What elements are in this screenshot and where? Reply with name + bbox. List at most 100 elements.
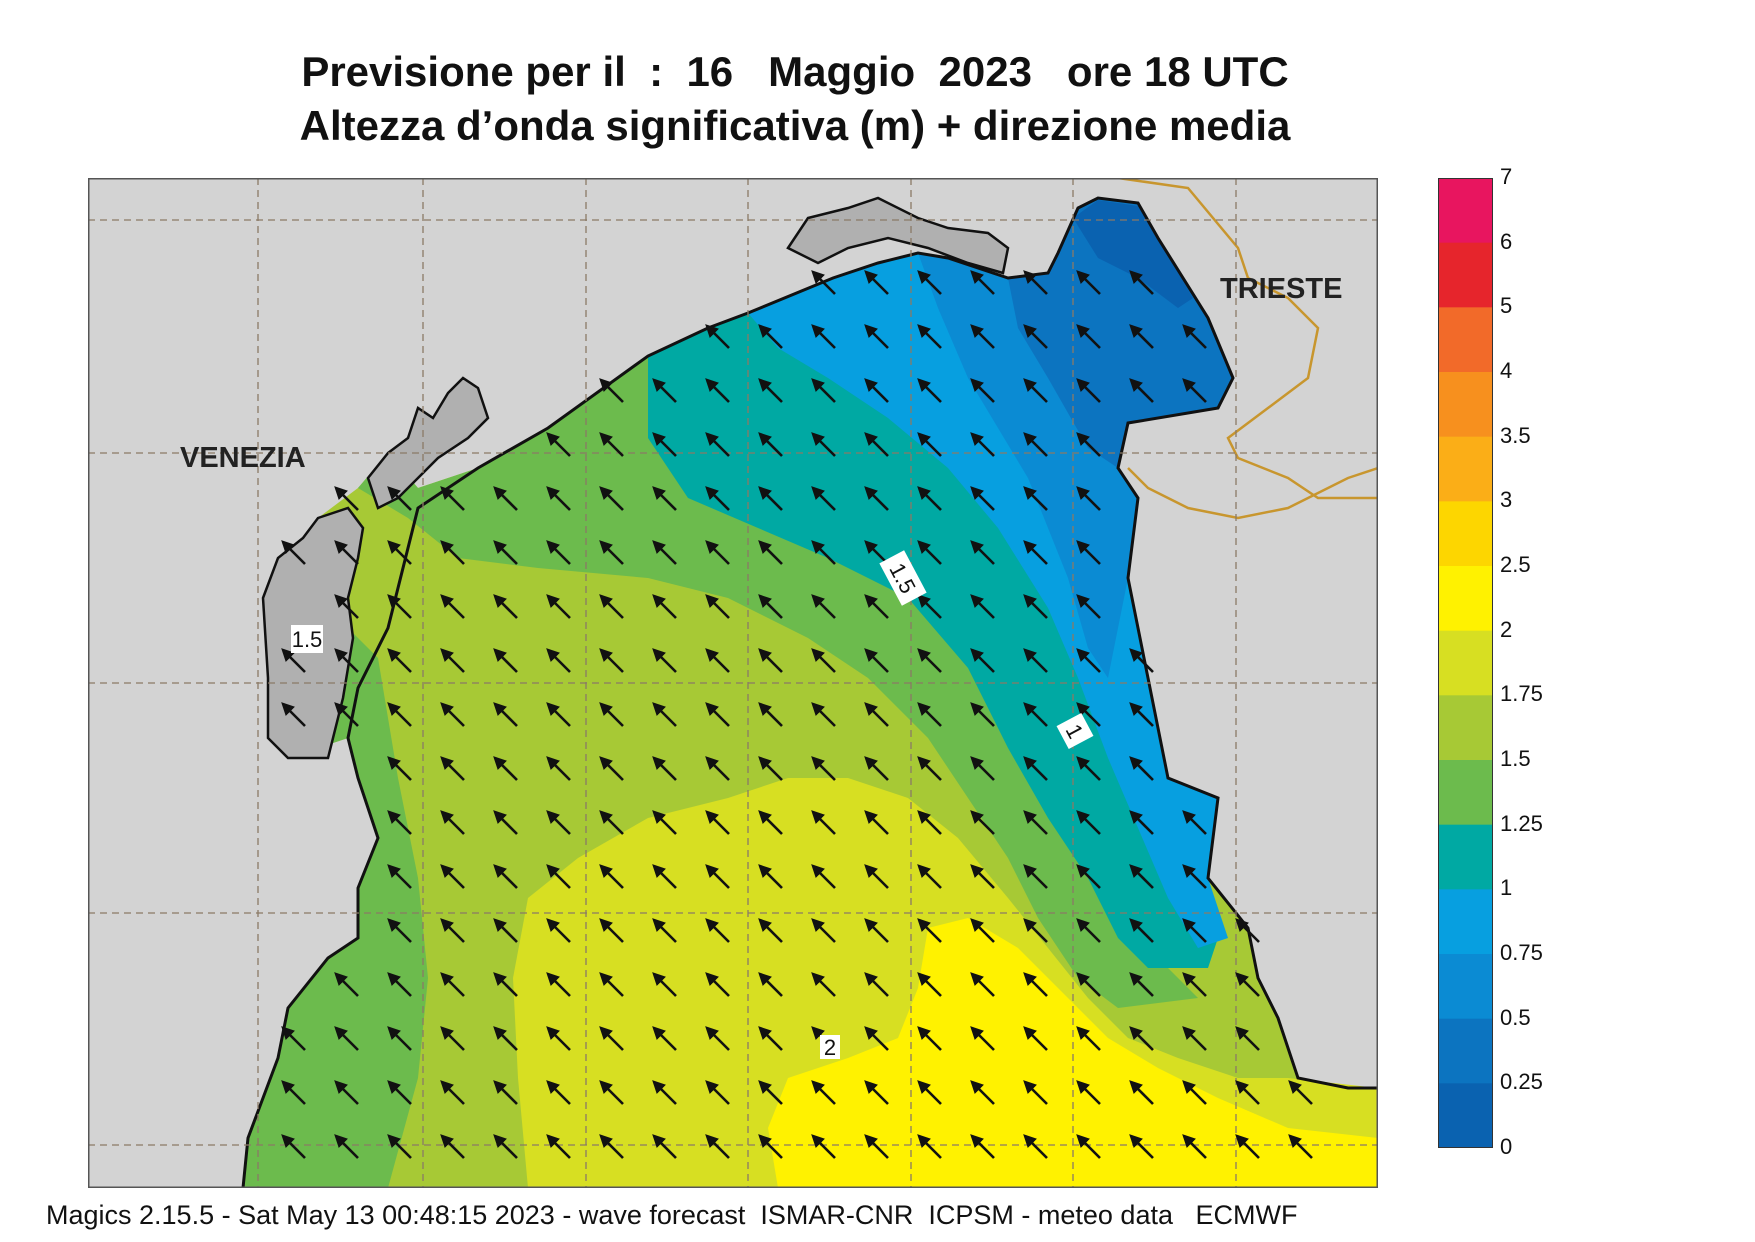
wave-arrow	[440, 594, 465, 619]
wave-arrow	[440, 810, 465, 835]
wave-arrow	[970, 648, 995, 673]
wave-arrow	[758, 972, 783, 997]
wave-arrow	[387, 918, 412, 943]
wave-arrow	[811, 270, 836, 295]
wave-arrow	[758, 756, 783, 781]
wave-arrow	[599, 378, 624, 403]
wave-arrow	[864, 864, 889, 889]
wave-arrow	[493, 540, 518, 565]
wave-arrow	[970, 864, 995, 889]
wave-arrow	[440, 702, 465, 727]
wave-arrow	[440, 540, 465, 565]
wave-arrow	[1076, 432, 1101, 457]
wave-arrow	[546, 918, 571, 943]
contour-label-2: 2	[824, 1035, 836, 1060]
wave-arrow	[1129, 648, 1154, 673]
wave-arrow	[1076, 540, 1101, 565]
wave-arrow	[599, 540, 624, 565]
wave-arrow	[1129, 378, 1154, 403]
wave-arrow	[1023, 1134, 1048, 1159]
wave-arrow	[970, 432, 995, 457]
wave-arrow	[493, 972, 518, 997]
wave-arrow	[652, 810, 677, 835]
legend-swatch	[1438, 372, 1493, 438]
wave-arrow	[599, 1080, 624, 1105]
wave-arrow	[758, 324, 783, 349]
wave-arrow	[864, 540, 889, 565]
legend-tick-label: 0.25	[1500, 1069, 1543, 1095]
wave-arrow	[970, 540, 995, 565]
wave-arrow	[811, 1080, 836, 1105]
wave-arrow	[652, 918, 677, 943]
wave-arrow	[652, 594, 677, 619]
legend-swatch	[1438, 954, 1493, 1020]
wave-arrow	[493, 918, 518, 943]
wave-arrow	[705, 1080, 730, 1105]
wave-arrow	[1023, 1026, 1048, 1051]
border-line	[1117, 178, 1378, 520]
wave-arrow	[387, 702, 412, 727]
wave-arrow	[1129, 702, 1154, 727]
wave-arrow	[917, 864, 942, 889]
wave-arrow	[440, 972, 465, 997]
wave-arrow	[440, 864, 465, 889]
wave-arrow	[334, 486, 359, 511]
wave-arrow	[811, 756, 836, 781]
wave-arrow	[652, 378, 677, 403]
wave-arrow	[652, 702, 677, 727]
wave-arrow	[864, 378, 889, 403]
wave-arrow	[440, 1080, 465, 1105]
wave-arrow	[811, 594, 836, 619]
wave-arrow	[864, 270, 889, 295]
wave-arrow	[1129, 1134, 1154, 1159]
wave-arrow	[1023, 378, 1048, 403]
wave-arrow	[1182, 1026, 1207, 1051]
legend-tick-label: 6	[1500, 228, 1513, 254]
wave-arrow	[864, 486, 889, 511]
wave-arrow	[1129, 864, 1154, 889]
wave-arrow	[864, 432, 889, 457]
wave-arrow	[1129, 1080, 1154, 1105]
legend-tick-label: 2.5	[1500, 552, 1531, 577]
wave-arrow	[811, 972, 836, 997]
wave-arrow	[705, 864, 730, 889]
north-lagoon	[786, 196, 1010, 275]
wave-arrow	[1129, 918, 1154, 943]
wave-arrow	[864, 1134, 889, 1159]
wave-arrow	[440, 486, 465, 511]
legend-tick-label: 0.5	[1500, 1004, 1531, 1030]
wave-arrow	[1023, 1080, 1048, 1105]
wave-arrow	[334, 972, 359, 997]
wave-arrow	[917, 1080, 942, 1105]
place-label-trieste: TRIESTE	[1220, 273, 1342, 305]
wave-arrow	[1235, 1134, 1260, 1159]
legend-swatch	[1438, 695, 1493, 761]
wave-arrow	[917, 324, 942, 349]
legend-swatch	[1438, 1083, 1493, 1148]
wave-arrow	[917, 648, 942, 673]
wave-arrow	[917, 486, 942, 511]
wave-arrow	[917, 594, 942, 619]
wave-arrow	[917, 756, 942, 781]
wave-arrow	[1023, 594, 1048, 619]
wave-arrow	[705, 594, 730, 619]
wave-arrow	[1182, 972, 1207, 997]
wave-arrow	[1129, 324, 1154, 349]
wave-arrow	[917, 972, 942, 997]
wave-arrow	[705, 486, 730, 511]
wave-arrow	[811, 540, 836, 565]
wave-arrow	[281, 648, 306, 673]
wave-arrow	[493, 810, 518, 835]
legend-swatch	[1438, 566, 1493, 632]
wave-arrow	[546, 486, 571, 511]
wave-arrow	[652, 1134, 677, 1159]
wave-arrow	[599, 1134, 624, 1159]
wave-arrow	[1288, 1134, 1313, 1159]
wave-arrow	[970, 918, 995, 943]
legend-tick-label: 0	[1500, 1134, 1513, 1159]
wave-arrow	[705, 702, 730, 727]
wave-arrow	[440, 648, 465, 673]
wave-arrow	[1235, 918, 1260, 943]
wave-arrow	[493, 594, 518, 619]
legend-swatch	[1438, 760, 1493, 826]
